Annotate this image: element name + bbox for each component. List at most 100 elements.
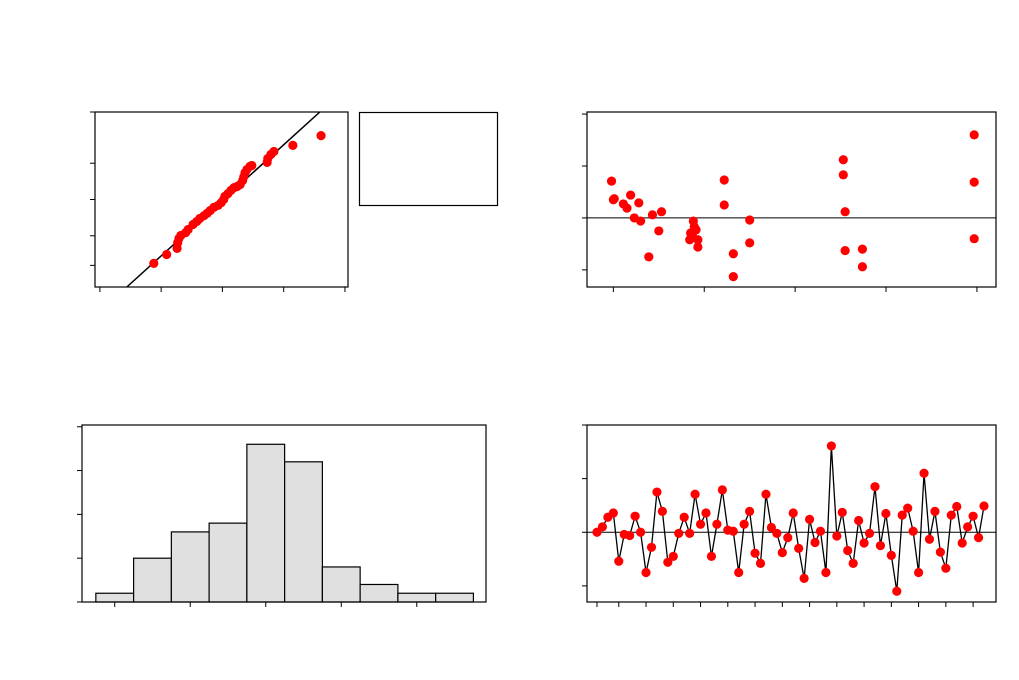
point bbox=[788, 508, 798, 518]
point bbox=[636, 216, 646, 226]
point bbox=[647, 210, 658, 220]
point bbox=[810, 537, 820, 548]
point bbox=[654, 226, 664, 236]
point bbox=[892, 586, 902, 596]
point bbox=[719, 200, 729, 210]
point bbox=[886, 550, 896, 560]
point bbox=[952, 501, 962, 512]
point bbox=[783, 533, 793, 543]
point bbox=[857, 244, 867, 254]
point bbox=[695, 519, 706, 529]
point bbox=[690, 489, 700, 499]
point bbox=[903, 503, 913, 513]
point bbox=[919, 468, 929, 478]
histogram-bar bbox=[208, 522, 248, 603]
stats-box bbox=[358, 111, 499, 207]
point bbox=[608, 508, 618, 518]
histogram-bar bbox=[359, 583, 399, 603]
point bbox=[870, 482, 880, 492]
point bbox=[657, 506, 667, 516]
point bbox=[843, 545, 853, 556]
point bbox=[739, 519, 749, 529]
point bbox=[641, 567, 651, 578]
point bbox=[719, 175, 729, 185]
point bbox=[597, 522, 608, 532]
point bbox=[693, 242, 703, 252]
point bbox=[734, 567, 744, 578]
point bbox=[269, 146, 279, 157]
point bbox=[772, 528, 782, 538]
point bbox=[969, 177, 979, 187]
point bbox=[815, 526, 826, 536]
point bbox=[804, 514, 815, 525]
point bbox=[854, 515, 864, 526]
point bbox=[674, 528, 684, 538]
point bbox=[652, 487, 662, 497]
point bbox=[897, 510, 907, 520]
point bbox=[656, 207, 667, 217]
point bbox=[247, 160, 257, 171]
point bbox=[630, 511, 640, 521]
point bbox=[837, 507, 847, 518]
histogram-bar bbox=[170, 531, 210, 603]
point bbox=[963, 522, 973, 532]
histogram-bar bbox=[397, 592, 437, 603]
plot-frame bbox=[586, 424, 997, 603]
point bbox=[848, 558, 858, 568]
histogram-bar bbox=[95, 592, 135, 603]
point bbox=[777, 548, 787, 558]
point bbox=[913, 567, 924, 578]
point bbox=[750, 548, 760, 558]
point bbox=[745, 215, 755, 225]
point bbox=[957, 538, 967, 548]
point bbox=[875, 541, 886, 551]
point bbox=[634, 198, 644, 208]
plot-frame bbox=[586, 111, 997, 288]
point bbox=[979, 501, 989, 511]
point bbox=[162, 249, 172, 260]
point bbox=[606, 176, 617, 186]
point bbox=[728, 249, 738, 259]
histogram-bar bbox=[321, 566, 361, 603]
point bbox=[625, 530, 635, 541]
point bbox=[609, 194, 619, 204]
point bbox=[745, 238, 755, 248]
point bbox=[668, 551, 678, 562]
point bbox=[728, 272, 738, 282]
point bbox=[840, 246, 850, 256]
point bbox=[969, 234, 979, 244]
point bbox=[755, 558, 766, 568]
point bbox=[826, 441, 836, 451]
point bbox=[728, 526, 738, 536]
point bbox=[626, 190, 636, 200]
point bbox=[973, 533, 984, 543]
point bbox=[646, 542, 657, 552]
point bbox=[832, 531, 842, 541]
point bbox=[745, 506, 755, 516]
point bbox=[663, 557, 673, 567]
point bbox=[946, 510, 956, 520]
point bbox=[881, 508, 891, 519]
point bbox=[799, 573, 809, 584]
point bbox=[794, 543, 804, 553]
point bbox=[821, 567, 831, 578]
point bbox=[685, 528, 695, 538]
point bbox=[864, 528, 875, 538]
point bbox=[908, 526, 918, 536]
point bbox=[717, 485, 727, 495]
point bbox=[316, 130, 326, 141]
point bbox=[701, 508, 711, 518]
point bbox=[930, 506, 940, 516]
point bbox=[149, 258, 159, 269]
point bbox=[935, 547, 945, 557]
point bbox=[941, 563, 951, 573]
point bbox=[712, 519, 722, 529]
point bbox=[838, 170, 848, 180]
point bbox=[644, 252, 654, 262]
point bbox=[857, 262, 867, 272]
histogram-bar bbox=[133, 557, 172, 603]
histogram-bar bbox=[435, 592, 475, 603]
point bbox=[622, 203, 632, 213]
